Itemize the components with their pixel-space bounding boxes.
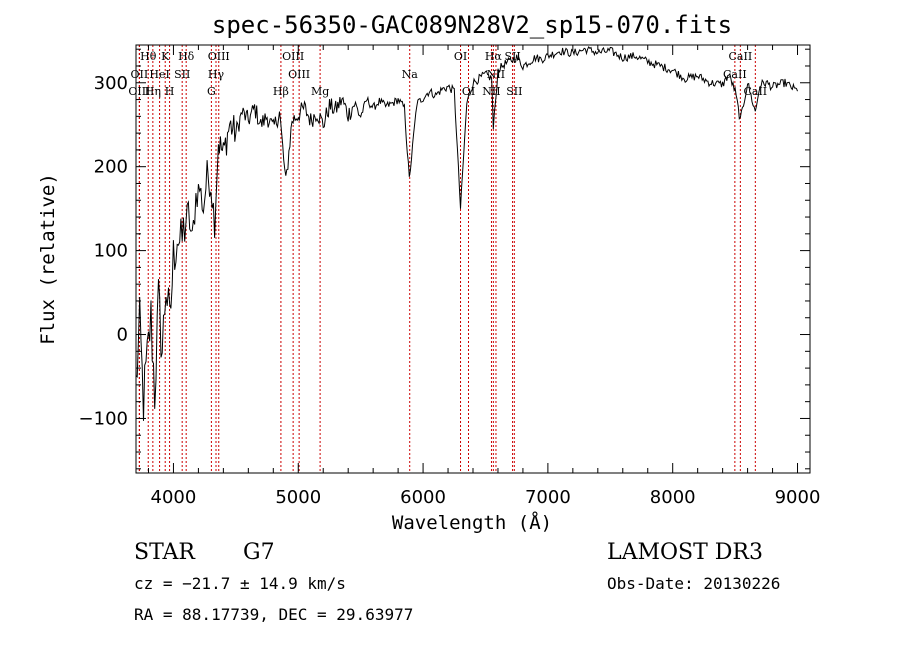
spectral-line-label: OI [462,85,475,98]
survey-name: LAMOST DR3 [607,540,763,565]
spectral-line-label: Hα [485,50,503,63]
x-tick-label: 4000 [151,487,197,508]
spectral-line-label: CaII [729,50,753,63]
coordinates: RA = 88.17739, DEC = 29.63977 [134,605,413,624]
spectral-line-label: OII [131,68,149,81]
spectral-line-label: Hβ [273,85,289,98]
spectral-line-label: OI [454,50,467,63]
spectral-line-markers [138,45,756,473]
spectral-line-label: OIII [128,85,150,98]
subclass: G7 [243,540,275,565]
spectral-line-label: CaII [723,68,747,81]
x-tick-label: 7000 [525,487,571,508]
spectral-line-label: SII [504,50,520,63]
y-tick-label: −100 [79,408,128,429]
series-layer [135,45,798,421]
spectral-line-label: Na [402,68,419,81]
x-tick-label: 5000 [275,487,321,508]
chart-title: spec-56350-GAC089N28V2_sp15-070.fits [212,11,732,39]
spectral-line-label: OIII [288,68,310,81]
spectral-line-label: OIII [282,50,304,63]
spectral-line-label: SII [506,85,522,98]
y-tick-label: 200 [94,157,128,178]
x-tick-label: 9000 [775,487,821,508]
x-axis-label: Wavelength (Å) [392,511,552,534]
y-tick-label: 300 [94,73,128,94]
spectral-line-label: Hθ [140,50,157,63]
spectral-line-label: H [165,85,175,98]
y-axis-label: Flux (relative) [37,173,59,345]
spectral-line-label: Hγ [208,68,225,81]
spectral-line-label: Hδ [178,50,195,63]
x-axis-ticks: 4000 5000 6000 7000 8000 9000 [147,45,821,508]
x-tick-label: 8000 [650,487,696,508]
spectral-line-label: G [207,85,216,98]
object-type: STAR [134,540,196,565]
spectral-line-label: Mg [311,85,329,98]
spectral-line-label: K [161,50,170,63]
y-tick-label: 0 [117,325,128,346]
spectral-line-label: SII [174,68,190,81]
y-axis-ticks: −100 0 100 200 300 [79,48,810,470]
spectrum-line [135,45,798,421]
plot-frame [135,44,811,474]
redshift-cz: cz = −21.7 ± 14.9 km/s [134,574,346,593]
spectral-line-label: OIII [208,50,230,63]
spectral-line-label: HeI [149,68,169,81]
observation-date: Obs-Date: 20130226 [607,574,780,593]
spectral-line-label: Hη [145,85,161,98]
y-tick-label: 100 [94,241,128,262]
x-tick-label: 6000 [400,487,446,508]
